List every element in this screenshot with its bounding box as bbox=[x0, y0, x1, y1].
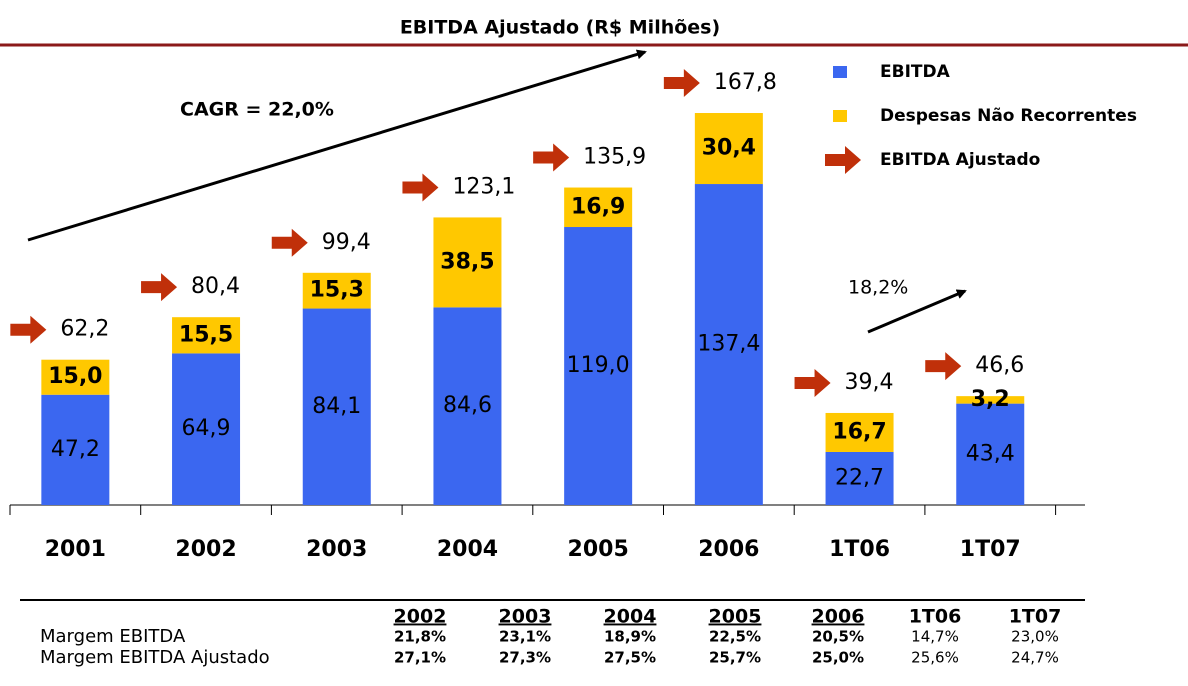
data-label: 84,1 bbox=[312, 394, 361, 419]
bar-segment bbox=[825, 451, 894, 505]
data-label: 16,9 bbox=[571, 194, 625, 219]
total-label: 167,8 bbox=[714, 70, 777, 95]
table-cell: 20,5% bbox=[812, 628, 864, 646]
annotation: CAGR = 22,0% bbox=[180, 99, 334, 121]
chart-title: EBITDA Ajustado (R$ Milhões) bbox=[400, 17, 720, 39]
bar-segment bbox=[433, 307, 502, 505]
arrow-icon bbox=[825, 146, 861, 174]
table-cell: 24,7% bbox=[1011, 649, 1059, 667]
table-cell: 27,5% bbox=[604, 649, 656, 667]
data-label: 137,4 bbox=[697, 332, 760, 357]
arrow-icon bbox=[141, 273, 178, 302]
x-tick-label: 2001 bbox=[45, 537, 106, 562]
legend-swatch bbox=[833, 110, 847, 122]
total-label: 99,4 bbox=[322, 230, 371, 255]
table-cell: 25,0% bbox=[812, 649, 864, 667]
legend-swatch bbox=[833, 66, 847, 78]
arrow-icon bbox=[925, 352, 962, 381]
cagr-arrow bbox=[27, 49, 647, 242]
bar-segment bbox=[564, 227, 633, 506]
x-tick-label: 2003 bbox=[306, 537, 367, 562]
arrow-icon bbox=[402, 173, 439, 202]
data-label: 15,5 bbox=[179, 322, 233, 347]
data-label: 119,0 bbox=[567, 353, 630, 378]
bar-segment bbox=[825, 412, 894, 452]
bar-segment bbox=[302, 272, 371, 309]
legend-label: Despesas Não Recorrentes bbox=[880, 106, 1137, 126]
data-label: 38,5 bbox=[440, 249, 494, 274]
row-label: Margem EBITDA Ajustado bbox=[40, 647, 270, 668]
bar-segment bbox=[172, 317, 241, 354]
table-header: 1T07 bbox=[1009, 606, 1062, 628]
table-header: 2004 bbox=[604, 606, 657, 628]
data-label: 22,7 bbox=[835, 465, 884, 490]
arrow-icon bbox=[533, 143, 570, 172]
data-label: 15,0 bbox=[48, 364, 102, 389]
bar-segment bbox=[433, 217, 502, 308]
total-label: 39,4 bbox=[845, 370, 894, 395]
x-tick-label: 2005 bbox=[568, 537, 629, 562]
bar-segment bbox=[41, 359, 110, 395]
table-header: 2005 bbox=[709, 606, 762, 628]
bar-segment bbox=[694, 184, 763, 505]
legend-label: EBITDA Ajustado bbox=[880, 150, 1040, 170]
arrow-icon bbox=[10, 315, 47, 344]
data-label: 84,6 bbox=[443, 393, 492, 418]
data-label: 3,2 bbox=[971, 387, 1010, 412]
arrow-icon bbox=[663, 69, 700, 98]
table-cell: 25,7% bbox=[709, 649, 761, 667]
bar-segment bbox=[694, 113, 763, 185]
total-label: 80,4 bbox=[191, 274, 240, 299]
table-cell: 21,8% bbox=[394, 628, 446, 646]
bar-segment bbox=[172, 353, 241, 505]
bar-segment bbox=[564, 187, 633, 228]
table-cell: 14,7% bbox=[911, 628, 959, 646]
legend-label: EBITDA bbox=[880, 62, 951, 82]
total-label: 62,2 bbox=[60, 317, 109, 342]
data-label: 47,2 bbox=[51, 437, 100, 462]
data-label: 16,7 bbox=[832, 419, 886, 444]
table-header: 2006 bbox=[812, 606, 865, 628]
table-cell: 18,9% bbox=[604, 628, 656, 646]
data-label: 43,4 bbox=[966, 441, 1015, 466]
annotation: 18,2% bbox=[848, 277, 908, 299]
arrow-icon bbox=[271, 228, 308, 257]
growth-arrow bbox=[867, 289, 967, 334]
table-header: 1T06 bbox=[909, 606, 962, 628]
table-cell: 27,3% bbox=[499, 649, 551, 667]
bar-segment bbox=[302, 308, 371, 505]
table-header: 2003 bbox=[499, 606, 552, 628]
x-tick-label: 2002 bbox=[175, 537, 236, 562]
x-tick-label: 2004 bbox=[437, 537, 498, 562]
bar-segment bbox=[956, 396, 1025, 404]
x-tick-label: 2006 bbox=[698, 537, 759, 562]
x-tick-label: 1T07 bbox=[960, 537, 1021, 562]
total-label: 46,6 bbox=[975, 353, 1024, 378]
data-label: 15,3 bbox=[310, 278, 364, 303]
table-cell: 27,1% bbox=[394, 649, 446, 667]
row-label: Margem EBITDA bbox=[40, 626, 186, 647]
total-label: 135,9 bbox=[583, 145, 646, 170]
table-cell: 23,0% bbox=[1011, 628, 1059, 646]
table-header: 2002 bbox=[394, 606, 447, 628]
total-label: 123,1 bbox=[452, 174, 515, 199]
data-label: 64,9 bbox=[182, 416, 231, 441]
arrow-icon bbox=[794, 368, 831, 397]
bar-segment bbox=[41, 394, 110, 505]
bar-segment bbox=[956, 403, 1025, 505]
table-cell: 23,1% bbox=[499, 628, 551, 646]
data-label: 30,4 bbox=[702, 136, 756, 161]
table-cell: 22,5% bbox=[709, 628, 761, 646]
table-cell: 25,6% bbox=[911, 649, 959, 667]
x-tick-label: 1T06 bbox=[829, 537, 890, 562]
